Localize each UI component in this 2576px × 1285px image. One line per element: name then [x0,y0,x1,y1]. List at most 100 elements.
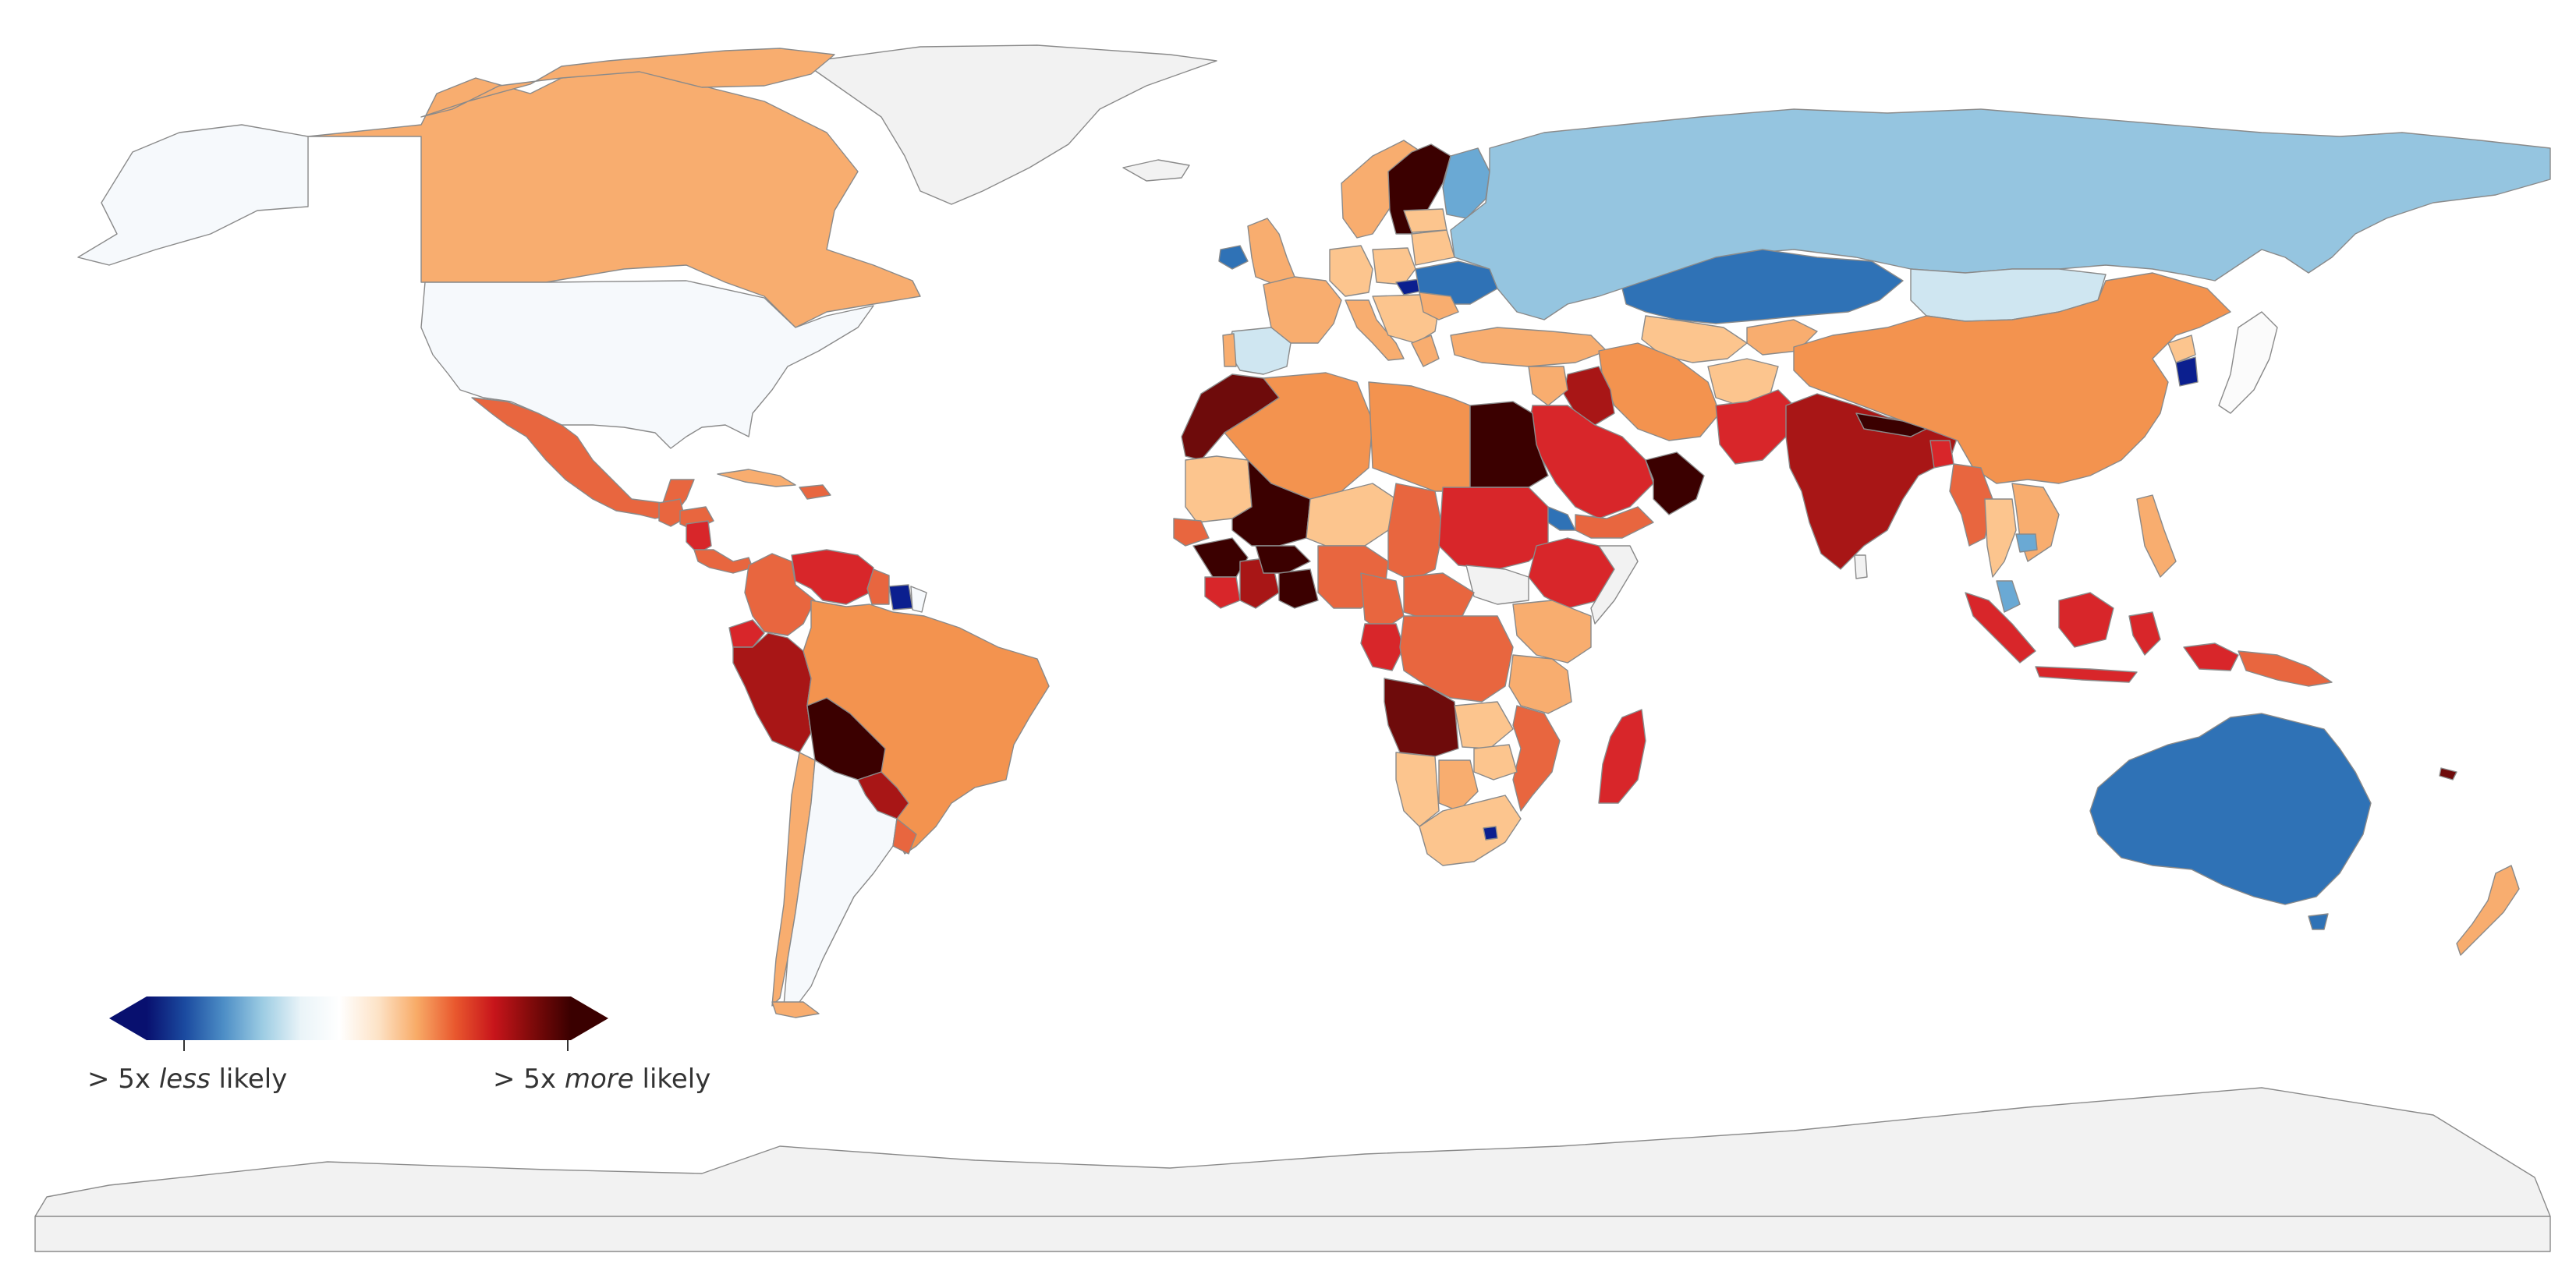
country-gabon-congo [1360,623,1405,671]
country-malaysia [1996,580,2021,613]
country-greenland [803,44,1217,205]
country-nepal [1855,412,1927,437]
country-russia [1450,108,2551,320]
country-tasmania [2308,913,2329,930]
country-malawi-mozambique [1512,705,1561,812]
country-united-states [420,280,874,449]
country-sudan [1438,487,1549,570]
country-burkina-faso [1255,545,1311,574]
country-tierra-del-fuego [771,1001,820,1018]
legend-arrow-left [109,996,147,1040]
legend-more-emphasis: more [564,1064,634,1095]
country-eritrea [1547,506,1576,531]
country-indonesia-sumatra [1965,592,2036,664]
country-indonesia-java [2035,666,2138,683]
country-south-africa [1419,795,1522,866]
country-china [1793,272,2231,484]
country-france [1263,276,1342,344]
country-philippines [2136,494,2177,578]
country-germany [1329,245,1373,297]
country-canada-islands [420,48,835,118]
legend-less-prefix: > 5x [87,1064,159,1095]
country-libya [1368,381,1471,492]
country-papua-new-guinea [2238,650,2333,687]
country-north-korea [2167,335,2196,363]
country-iceland [1122,159,1190,182]
country-myanmar [1949,463,1993,547]
country-indonesia-sulawesi [2128,611,2161,656]
country-chad [1387,483,1444,582]
country-canada [307,69,921,328]
country-hispaniola [799,484,831,500]
country-alaska [77,124,309,266]
legend-label-more-likely: > 5x more likely [493,1064,710,1095]
country-cameroon [1360,572,1405,632]
legend-arrow-right [571,996,608,1040]
country-poland [1372,247,1416,285]
country-somalia [1590,545,1639,625]
country-guyana [866,568,890,605]
country-uzbekistan-turkmenistan [1641,315,1748,363]
country-sri-lanka [1854,554,1868,579]
country-turkey [1450,327,1607,367]
country-india [1785,393,1958,570]
country-ecuador [728,619,765,648]
country-kazakhstan [1621,249,1904,324]
country-zimbabwe [1473,744,1518,781]
country-cuba [717,469,796,487]
legend-less-emphasis: less [158,1064,211,1095]
country-romania [1419,292,1459,320]
country-indonesia-east [2183,642,2239,671]
country-ghana-togo [1278,568,1319,609]
country-zambia [1454,701,1514,749]
country-argentina [783,759,898,1007]
country-botswana [1438,759,1479,812]
country-belarus [1411,229,1455,266]
country-antarctica [34,1087,2551,1252]
legend-less-suffix: likely [210,1064,288,1095]
country-bangladesh [1929,440,1954,469]
country-central-african-rep [1403,572,1475,621]
country-egypt [1469,401,1549,488]
country-costa-rica-panama [693,549,753,574]
legend-more-suffix: likely [633,1064,711,1095]
legend-more-prefix: > 5x [493,1064,565,1095]
country-lesotho [1483,826,1498,841]
country-uganda-kenya [1512,600,1592,664]
country-guatemala-belize [658,498,686,527]
country-tanzania [1508,654,1572,714]
country-uruguay [892,818,917,855]
country-nicaragua [686,520,712,554]
country-finland [1442,147,1490,219]
country-madagascar [1598,709,1646,804]
country-italy [1345,299,1405,361]
country-south-korea [2175,356,2199,387]
legend-colorbar [147,996,571,1040]
country-baltics [1403,208,1447,233]
country-yemen [1575,506,1654,539]
country-french-guiana [910,586,927,613]
country-japan [2218,311,2278,414]
country-syria-jordan [1528,366,1568,406]
country-new-zealand [2456,865,2520,956]
country-mexico [471,397,695,519]
country-united-kingdom [1247,218,1295,285]
country-portugal [1222,333,1237,367]
country-peru [732,632,812,753]
country-thailand [1984,498,2017,578]
country-indonesia-borneo [2058,592,2114,648]
country-venezuela [791,549,874,605]
country-australia [2089,713,2372,905]
country-senegal-gambia [1173,518,1210,547]
country-greece [1411,335,1440,367]
country-oman [1645,451,1705,515]
country-cambodia [2015,533,2038,553]
country-ireland [1218,245,1249,270]
country-namibia [1395,752,1440,827]
country-south-sudan [1465,565,1529,605]
country-drc [1399,615,1514,703]
legend-label-less-likely: > 5x less likely [87,1064,287,1095]
country-iraq [1563,366,1615,426]
